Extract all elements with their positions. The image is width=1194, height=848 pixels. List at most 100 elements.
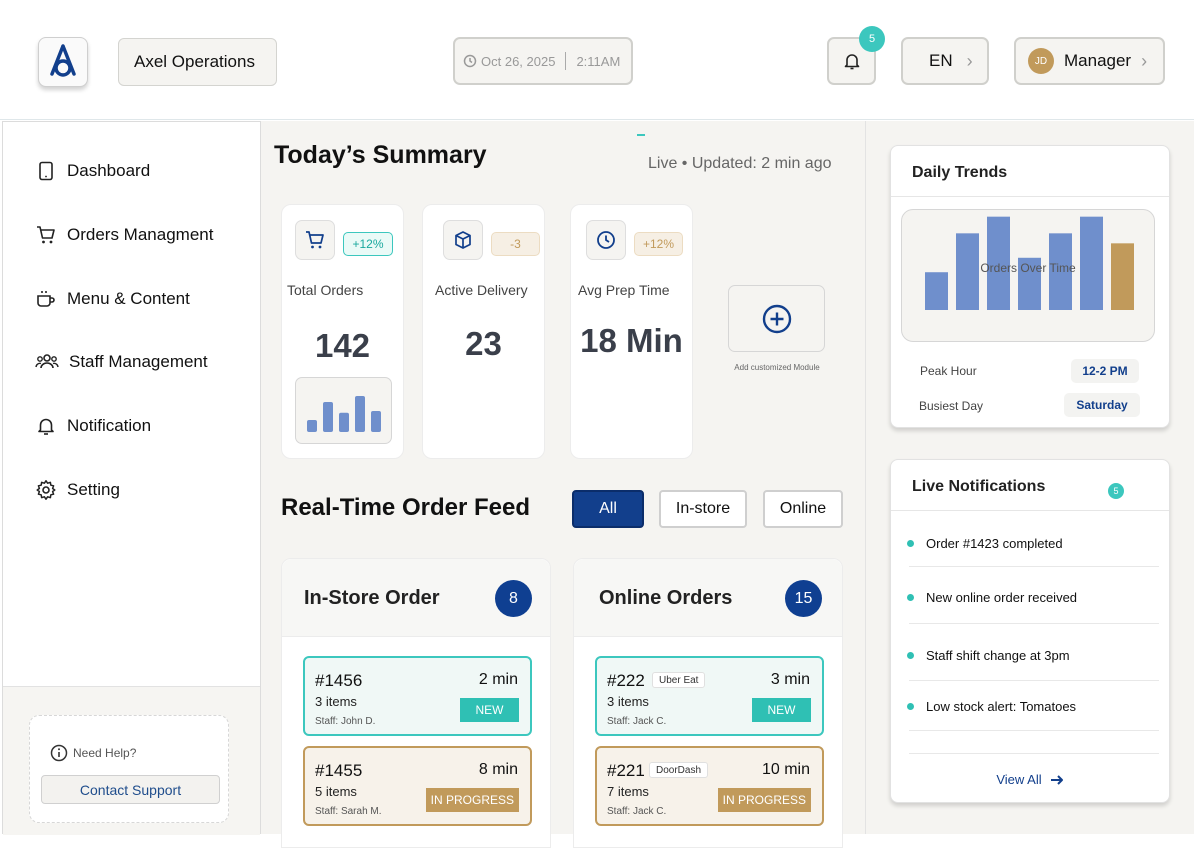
user-role: Manager [1064,51,1132,70]
order-source-tag: DoorDash [649,762,709,778]
panel-title: Daily Trends [912,164,1008,181]
sidebar-item-notification[interactable]: Notification [35,415,151,437]
gear-icon [36,480,56,500]
help-label: Need Help? [73,746,137,760]
top-header: Axel Operations Oct 26, 2025 2:11AM 5 EN… [0,0,1194,120]
users-icon [35,354,59,369]
order-source-tag: Uber Eat [652,672,706,688]
status-badge: NEW [460,698,519,722]
chevron-right-icon: › [966,50,973,71]
sidebar-item-dashboard[interactable]: Dashboard [35,160,150,182]
language-selector[interactable]: EN › [901,37,989,85]
notification-text: New online order received [926,590,1078,605]
trend-chart-svg [925,216,1134,310]
divider [909,730,1159,731]
column-header: Online Orders 15 [574,559,842,637]
language-label: EN [929,51,953,70]
filter-online-button[interactable]: Online [763,490,843,528]
stat-value: 142 [314,327,371,364]
status-badge: IN PROGRESS [717,788,811,812]
mini-bar [323,402,333,432]
box-icon [455,231,471,249]
stat-card-active-delivery[interactable]: -3 Active Delivery 23 [422,204,545,459]
bell-icon [844,54,859,70]
logo-icon [50,44,76,77]
sidebar-item-menu-content[interactable]: Menu & Content [35,288,190,310]
order-time: 8 min [478,761,518,778]
add-module-button[interactable] [728,285,825,352]
scroll-indicator [637,134,645,136]
sidebar-item-staff[interactable]: Staff Management [35,351,208,373]
feed-title: Real-Time Order Feed [281,494,530,521]
sidebar-footer: Need Help? Contact Support [3,686,260,835]
order-card[interactable]: #1455 8 min 5 items Staff: Sarah M. IN P… [303,746,532,826]
stat-change-badge: +12% [634,232,683,256]
status-dot [907,652,914,659]
peak-hour-value: 12-2 PM [1071,359,1139,383]
notifications-button[interactable] [827,37,876,85]
stat-icon-box [586,220,626,260]
organization-selector[interactable]: Axel Operations [118,38,277,86]
live-status: Live • Updated: 2 min ago [648,155,832,172]
divider [909,623,1159,624]
order-card[interactable]: #222 Uber Eat 3 min 3 items Staff: Jack … [595,656,824,736]
daily-trends-panel: Daily Trends Orders Over Time Peak Hour … [890,145,1170,428]
mini-bar [339,412,349,432]
order-card[interactable]: #221 DoorDash 10 min 7 items Staff: Jack… [595,746,824,826]
column-title: Online Orders [599,587,733,609]
sidebar-item-label: Orders Managment [67,225,214,244]
trend-bar [1111,243,1134,310]
online-orders-column: Online Orders 15 #222 Uber Eat 3 min 3 i… [573,558,843,848]
sidebar-item-orders[interactable]: Orders Managment [35,224,213,246]
busiest-day-value: Saturday [1064,393,1140,417]
filter-all-button[interactable]: All [572,490,644,528]
filter-instore-button[interactable]: In-store [659,490,747,528]
app-logo[interactable] [38,37,88,87]
main-content: Today’s Summary Live • Updated: 2 min ag… [261,121,866,848]
stat-label: Active Delivery [435,282,528,298]
column-title: In-Store Order [304,587,440,609]
user-menu[interactable]: JD Manager › [1014,37,1165,85]
live-notifications-panel: Live Notifications 5 Order #1423 complet… [890,459,1170,803]
order-time: 3 min [770,671,810,688]
trend-chart: Orders Over Time [901,209,1155,342]
order-staff: Staff: Jack C. [607,806,667,817]
chevron-right-icon: › [1141,50,1148,71]
view-all-link[interactable]: View All [891,772,1169,787]
avatar: JD [1028,48,1054,74]
notification-text: Order #1423 completed [926,536,1063,551]
mini-bar [307,420,317,432]
order-id: #1455 [315,761,363,780]
notification-item[interactable]: New online order received [907,590,1159,605]
view-all-label: View All [996,772,1042,787]
order-time: 2 min [478,671,518,688]
notification-item[interactable]: Staff shift change at 3pm [907,648,1159,663]
page-title: Today’s Summary [274,141,487,169]
sidebar-item-setting[interactable]: Setting [35,479,120,501]
order-count-badge: 15 [785,580,822,617]
help-title: Need Help? [50,744,136,762]
notification-text: Low stock alert: Tomatoes [926,699,1077,714]
mini-chart-svg [307,396,381,432]
order-count-badge: 8 [495,580,532,617]
add-module-label: Add customized Module [734,363,820,372]
mini-bar-chart [295,377,392,444]
stat-value: 23 [465,325,502,362]
notification-item[interactable]: Order #1423 completed [907,536,1159,551]
sidebar-item-label: Menu & Content [67,289,190,308]
stat-card-avg-prep-time[interactable]: +12% Avg Prep Time 18 Min [570,204,693,459]
notification-text: Staff shift change at 3pm [926,648,1070,663]
notification-item[interactable]: Low stock alert: Tomatoes [907,699,1159,714]
stat-label: Total Orders [287,282,364,298]
order-items: 7 items [607,784,649,799]
stat-card-total-orders[interactable]: +12% Total Orders 142 [281,204,404,459]
notification-count-badge: 5 [859,26,885,52]
right-panel: Daily Trends Orders Over Time Peak Hour … [866,121,1194,834]
mini-bar [355,396,365,432]
cup-icon [37,291,55,307]
contact-support-button[interactable]: Contact Support [41,775,220,804]
order-items: 3 items [315,694,357,709]
order-card[interactable]: #1456 2 min 3 items Staff: John D. NEW [303,656,532,736]
clock-icon [597,231,615,249]
divider [909,566,1159,567]
